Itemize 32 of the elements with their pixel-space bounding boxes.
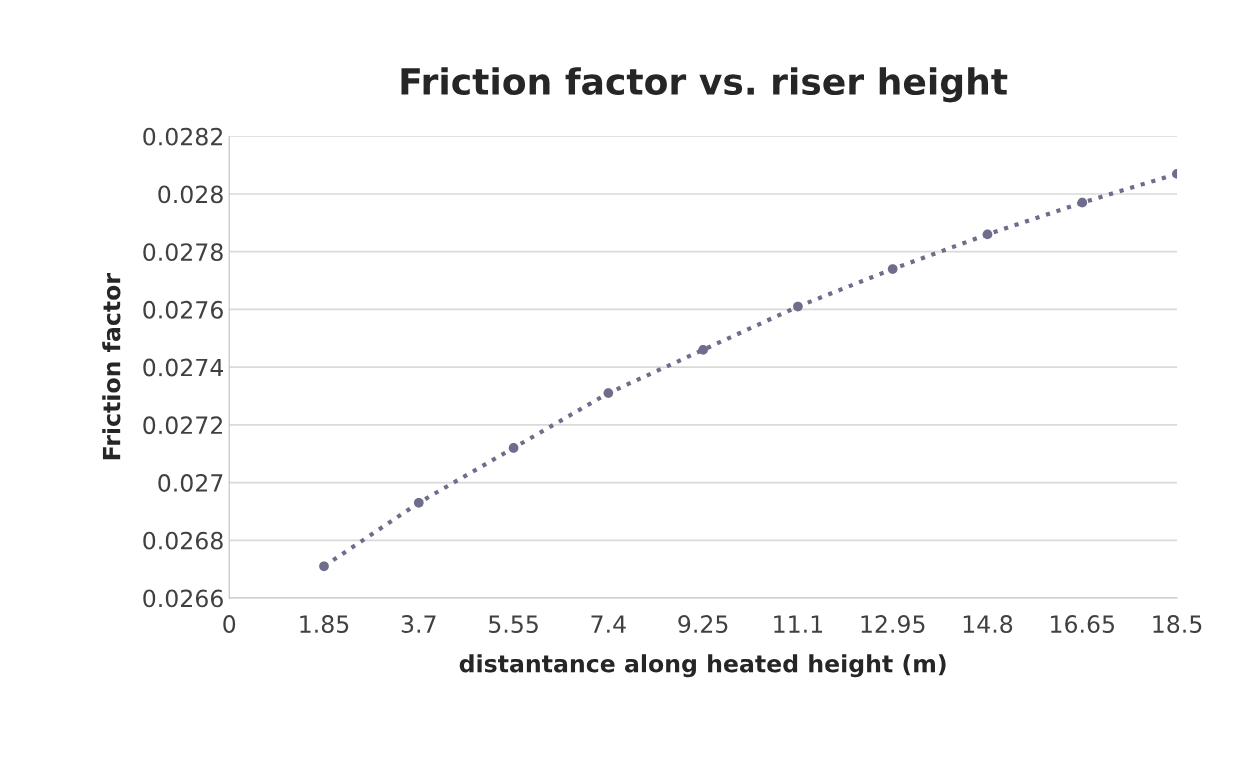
y-tick-label: 0.028 xyxy=(158,185,223,204)
point xyxy=(603,388,614,398)
chart-title: Friction factor vs. riser height xyxy=(401,67,1008,103)
point xyxy=(982,229,993,240)
x-axis-title: distantance along heated height (m) xyxy=(459,654,946,678)
x-tick-label: 18.5 xyxy=(1153,615,1202,633)
y-tick-label: 0.0268 xyxy=(143,531,223,550)
x-tick-label: 7.4 xyxy=(591,615,626,633)
point xyxy=(413,497,424,508)
x-tick-label: 0 xyxy=(223,615,236,633)
y-tick-label: 0.0278 xyxy=(143,243,223,262)
y-tick-label: 0.0266 xyxy=(143,589,223,608)
x-tick-label: 3.7 xyxy=(401,615,436,633)
x-tick-label: 5.55 xyxy=(489,615,538,633)
y-tick-label: 0.0276 xyxy=(143,300,223,319)
y-axis-title: Friction factor xyxy=(102,273,121,460)
point xyxy=(793,301,803,312)
y-tick-label: 0.027 xyxy=(158,474,223,492)
point xyxy=(887,264,898,274)
point xyxy=(508,443,519,453)
y-tick-label: 0.0272 xyxy=(143,416,222,435)
x-tick-label: 1.85 xyxy=(300,615,349,633)
x-tick-label: 14.8 xyxy=(963,615,1013,633)
x-tick-label: 9.25 xyxy=(678,615,728,633)
x-tick-label: 12.95 xyxy=(861,615,925,633)
point xyxy=(698,344,708,355)
point xyxy=(319,561,329,572)
y-tick-label: 0.0282 xyxy=(143,127,222,146)
point xyxy=(1077,197,1088,208)
y-tick-label: 0.0274 xyxy=(143,358,224,377)
x-tick-label: 11.1 xyxy=(774,615,823,633)
x-tick-label: 16.65 xyxy=(1051,615,1114,633)
